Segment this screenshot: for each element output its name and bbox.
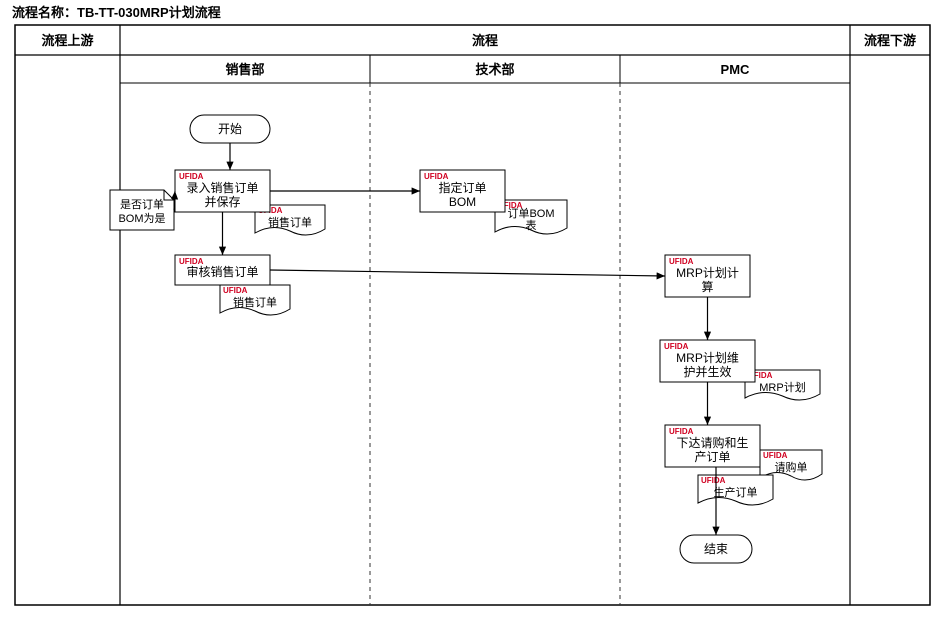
edge-audit_order-mrp_calc — [270, 270, 665, 276]
doc_bom-label1: 订单BOM — [507, 207, 554, 220]
doc_bom-label2: 表 — [526, 218, 537, 232]
bom_check-label2: BOM为是 — [118, 212, 165, 225]
doc_req-label: 请购单 — [775, 460, 808, 474]
set_bom-ufida: UFIDA — [424, 172, 449, 181]
doc_prod-ufida: UFIDA — [701, 476, 726, 485]
mrp_maint-ufida: UFIDA — [664, 342, 689, 351]
audit_order-label: 审核销售订单 — [186, 264, 258, 279]
start-label: 开始 — [218, 122, 242, 136]
release-label2: 产订单 — [694, 450, 730, 464]
doc_order2-label: 销售订单 — [233, 295, 277, 309]
mrp_calc-label2: 算 — [701, 279, 713, 294]
flow-svg: 流程上游流程流程下游销售部技术部PMCUFIDA销售订单UFIDA销售订单UFI… — [0, 0, 945, 617]
page: 流程名称：TB-TT-030MRP计划流程 { "title": "流程名称：T… — [0, 0, 945, 617]
mrp_calc-ufida: UFIDA — [669, 257, 694, 266]
col-downstream: 流程下游 — [864, 33, 916, 48]
end-label: 结束 — [704, 542, 728, 556]
doc_order1-label: 销售订单 — [268, 215, 312, 229]
lane-tech: 技术部 — [475, 62, 514, 77]
mrp_maint-label1: MRP计划维 — [676, 351, 739, 365]
enter_order-label2: 并保存 — [204, 195, 240, 209]
col-process: 流程 — [472, 33, 498, 48]
mrp_maint-label2: 护并生效 — [683, 364, 731, 379]
enter_order-label1: 录入销售订单 — [186, 180, 258, 195]
outer-frame — [15, 25, 930, 605]
release-ufida: UFIDA — [669, 427, 694, 436]
lane-sales: 销售部 — [225, 62, 264, 77]
doc_req-ufida: UFIDA — [763, 451, 788, 460]
mrp_calc-label1: MRP计划计 — [676, 266, 739, 280]
set_bom-label1: 指定订单 — [438, 180, 486, 195]
doc_mrp-label: MRP计划 — [759, 381, 805, 394]
lane-pmc: PMC — [721, 62, 751, 77]
set_bom-label2: BOM — [449, 195, 476, 209]
doc_prod-label: 生产订单 — [714, 485, 758, 499]
col-upstream: 流程上游 — [41, 33, 93, 48]
enter_order-ufida: UFIDA — [179, 172, 204, 181]
doc_order2-ufida: UFIDA — [223, 286, 248, 295]
bom_check-label1: 是否订单 — [120, 198, 164, 211]
release-label1: 下达请购和生 — [676, 435, 748, 450]
